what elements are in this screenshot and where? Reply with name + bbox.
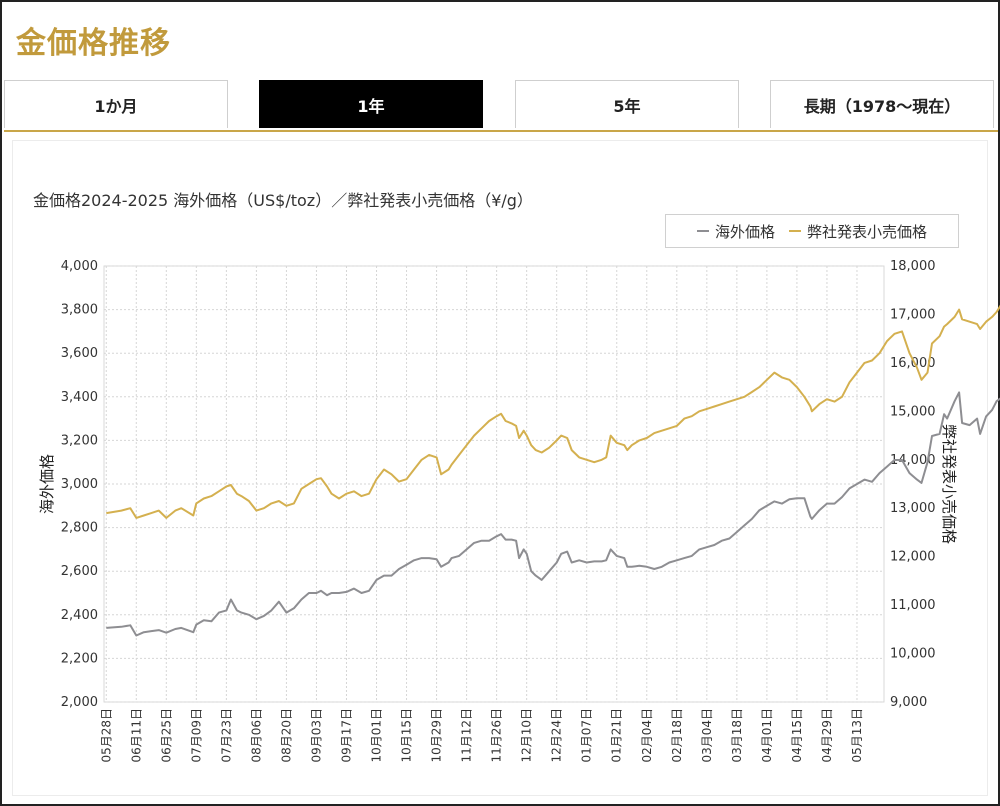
- x-tick-label: 11月26日: [490, 708, 504, 763]
- x-tick-label: 04月15日: [790, 708, 804, 763]
- legend-label-overseas: 海外価格: [714, 222, 775, 241]
- x-tick-label: 09月17日: [339, 708, 353, 763]
- x-tick-label: 02月18日: [670, 708, 684, 763]
- x-tick-label: 05月28日: [99, 708, 113, 763]
- y-left-tick-label: 2,600: [61, 564, 98, 579]
- tab-1-month[interactable]: 1か月: [4, 80, 228, 128]
- x-tick-label: 03月18日: [730, 708, 744, 763]
- tab-5-years[interactable]: 5年: [515, 80, 739, 128]
- y-right-tick-label: 10,000: [890, 647, 936, 662]
- y-right-tick-label: 11,000: [890, 598, 936, 613]
- chart-title: 金価格2024-2025 海外価格（US$/toz）／弊社発表小売価格（¥/g）: [33, 191, 533, 210]
- chart-panel: 金価格2024-2025 海外価格（US$/toz）／弊社発表小売価格（¥/g）: [12, 140, 988, 796]
- x-tick-label: 07月23日: [219, 708, 233, 763]
- y-left-tick-label: 3,000: [61, 477, 98, 492]
- y-left-axis-title: 海外価格: [38, 454, 56, 514]
- y-left-tick-label: 3,400: [61, 390, 98, 405]
- y-left-tick-label: 3,600: [61, 346, 98, 361]
- y-left-tick-label: 2,400: [61, 608, 98, 623]
- legend-label-retail: 弊社発表小売価格: [807, 222, 928, 241]
- y-right-tick-label: 9,000: [890, 695, 927, 710]
- x-tick-label: 01月07日: [580, 708, 594, 763]
- y-right-tick-label: 15,000: [890, 404, 936, 419]
- x-tick-label: 10月29日: [430, 708, 444, 763]
- y-right-tick-label: 17,000: [890, 307, 936, 322]
- x-tick-label: 10月15日: [400, 708, 414, 763]
- tab-1-year[interactable]: 1年: [259, 80, 483, 128]
- x-tick-label: 04月01日: [760, 708, 774, 763]
- y-right-tick-label: 16,000: [890, 356, 936, 371]
- y-left-tick-label: 2,200: [61, 651, 98, 666]
- x-tick-label: 01月21日: [610, 708, 624, 763]
- x-tick-label: 08月06日: [249, 708, 263, 763]
- y-left-tick-label: 2,800: [61, 521, 98, 536]
- tab-long-term[interactable]: 長期（1978〜現在）: [770, 80, 994, 128]
- legend-item-retail[interactable]: 弊社発表小売価格: [789, 221, 927, 242]
- x-tick-label: 05月13日: [850, 708, 864, 763]
- y-right-tick-label: 13,000: [890, 501, 936, 516]
- chart-legend: 海外価格 弊社発表小売価格: [665, 214, 959, 248]
- x-tick-label: 12月10日: [520, 708, 534, 763]
- page-title: 金価格推移: [16, 26, 171, 61]
- y-left-tick-label: 2,000: [61, 695, 98, 710]
- y-left-tick-label: 3,200: [61, 433, 98, 448]
- y-right-axis-title: 弊社発表小売価格: [940, 424, 958, 544]
- y-right-tick-label: 18,000: [890, 259, 936, 274]
- x-tick-label: 08月20日: [279, 708, 293, 763]
- period-tabs: 1か月 1年 5年 長期（1978〜現在）: [4, 80, 998, 132]
- legend-swatch-retail-icon: [789, 230, 801, 232]
- series-line-overseas: [106, 391, 1000, 637]
- legend-swatch-overseas-icon: [696, 230, 709, 232]
- y-right-tick-label: 14,000: [890, 453, 936, 468]
- y-left-tick-label: 4,000: [61, 259, 98, 274]
- x-tick-label: 09月03日: [309, 708, 323, 763]
- x-tick-label: 07月09日: [189, 708, 203, 763]
- x-tick-label: 06月11日: [129, 708, 143, 763]
- x-tick-label: 04月29日: [820, 708, 834, 763]
- x-tick-label: 03月04日: [700, 708, 714, 763]
- x-tick-label: 02月04日: [640, 708, 654, 763]
- x-tick-label: 12月24日: [550, 708, 564, 763]
- x-tick-label: 10月01日: [370, 708, 384, 763]
- y-right-tick-label: 12,000: [890, 550, 936, 565]
- x-tick-label: 11月12日: [460, 708, 474, 763]
- series-line-retail: [106, 304, 1000, 519]
- legend-item-overseas[interactable]: 海外価格: [696, 221, 775, 242]
- x-tick-label: 06月25日: [159, 708, 173, 763]
- y-left-tick-label: 3,800: [61, 303, 98, 318]
